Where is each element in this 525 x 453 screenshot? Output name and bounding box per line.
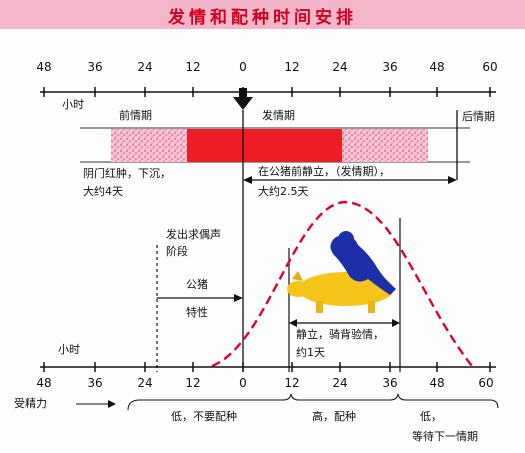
bottom-axis-ticks	[43, 362, 491, 372]
boar-trait-arrow	[157, 294, 243, 302]
bottom-axis-unit: 小时	[58, 343, 80, 356]
rider-figure	[330, 235, 396, 295]
mounting-note-line1: 静立，骑背验情，	[296, 328, 384, 341]
breeding-later-line2: 等待下一情期	[412, 430, 478, 443]
pig-mounting-illustration	[287, 231, 396, 313]
bottom-tick-label: 60	[478, 376, 494, 390]
zero-hour-arrow-icon	[233, 88, 253, 110]
breeding-low-label: 低，不要配种	[171, 410, 237, 423]
top-tick-label: 48	[36, 60, 52, 74]
courtship-note-line2: 阶段	[166, 245, 188, 258]
vulva-note-line2: 大约4天	[83, 185, 123, 198]
mounting-note-line2: 约1天	[296, 346, 325, 359]
fertility-label: 受精力	[14, 397, 47, 410]
pig-hind-leg	[368, 301, 375, 313]
breeding-bracket	[127, 393, 499, 411]
bottom-tick-label: 12	[284, 376, 300, 390]
bottom-tick-label: 24	[332, 376, 348, 390]
standing-note-line2: 大约2.5天	[258, 185, 309, 198]
top-tick-label: 36	[382, 60, 398, 74]
breeding-high-label: 高，配种	[312, 410, 356, 423]
pig-front-leg	[316, 301, 323, 313]
bottom-tick-label: 36	[382, 376, 398, 390]
pig-ear	[292, 271, 303, 281]
standing-note-line1: 在公猪前静立，（发情期），	[258, 165, 390, 178]
bottom-tick-label: 12	[185, 376, 201, 390]
top-tick-label: 0	[239, 60, 247, 74]
top-tick-label: 24	[137, 60, 153, 74]
top-tick-label: 24	[332, 60, 348, 74]
proestrus-speckle-bar	[111, 129, 187, 162]
top-tick-label: 36	[87, 60, 103, 74]
estrus-label: 发情期	[262, 109, 295, 122]
mounting-window-arrow	[289, 319, 400, 327]
proestrus-label: 前情期	[119, 109, 152, 122]
fertility-arrow-icon	[76, 400, 116, 408]
boar-label: 公猪	[186, 278, 208, 291]
figure-title: 发情和配种时间安排	[168, 8, 357, 28]
bottom-tick-label: 0	[239, 376, 247, 390]
top-tick-label: 60	[482, 60, 498, 74]
top-tick-label: 12	[284, 60, 300, 74]
breeding-later-line1: 低，	[420, 410, 442, 423]
bottom-tick-label: 24	[137, 376, 153, 390]
top-axis-unit: 小时	[62, 98, 84, 111]
bottom-tick-label: 48	[429, 376, 445, 390]
metestrus-label: 后情期	[462, 110, 495, 123]
bottom-tick-label: 48	[36, 376, 52, 390]
title-banner	[0, 0, 525, 29]
bottom-tick-label: 36	[87, 376, 103, 390]
heat-bar	[187, 129, 342, 162]
pig-head	[287, 281, 309, 297]
vulva-note-line1: 阴门红肿，下沉，	[83, 167, 171, 180]
standing-period-arrow	[243, 176, 457, 184]
courtship-note-line1: 发出求偶声	[166, 228, 221, 241]
fertility-curve	[211, 200, 473, 368]
estrus-speckle-bar	[342, 129, 428, 162]
top-tick-label: 48	[429, 60, 445, 74]
trait-label: 特性	[186, 306, 208, 319]
rider-head	[338, 231, 354, 247]
top-tick-label: 12	[185, 60, 201, 74]
